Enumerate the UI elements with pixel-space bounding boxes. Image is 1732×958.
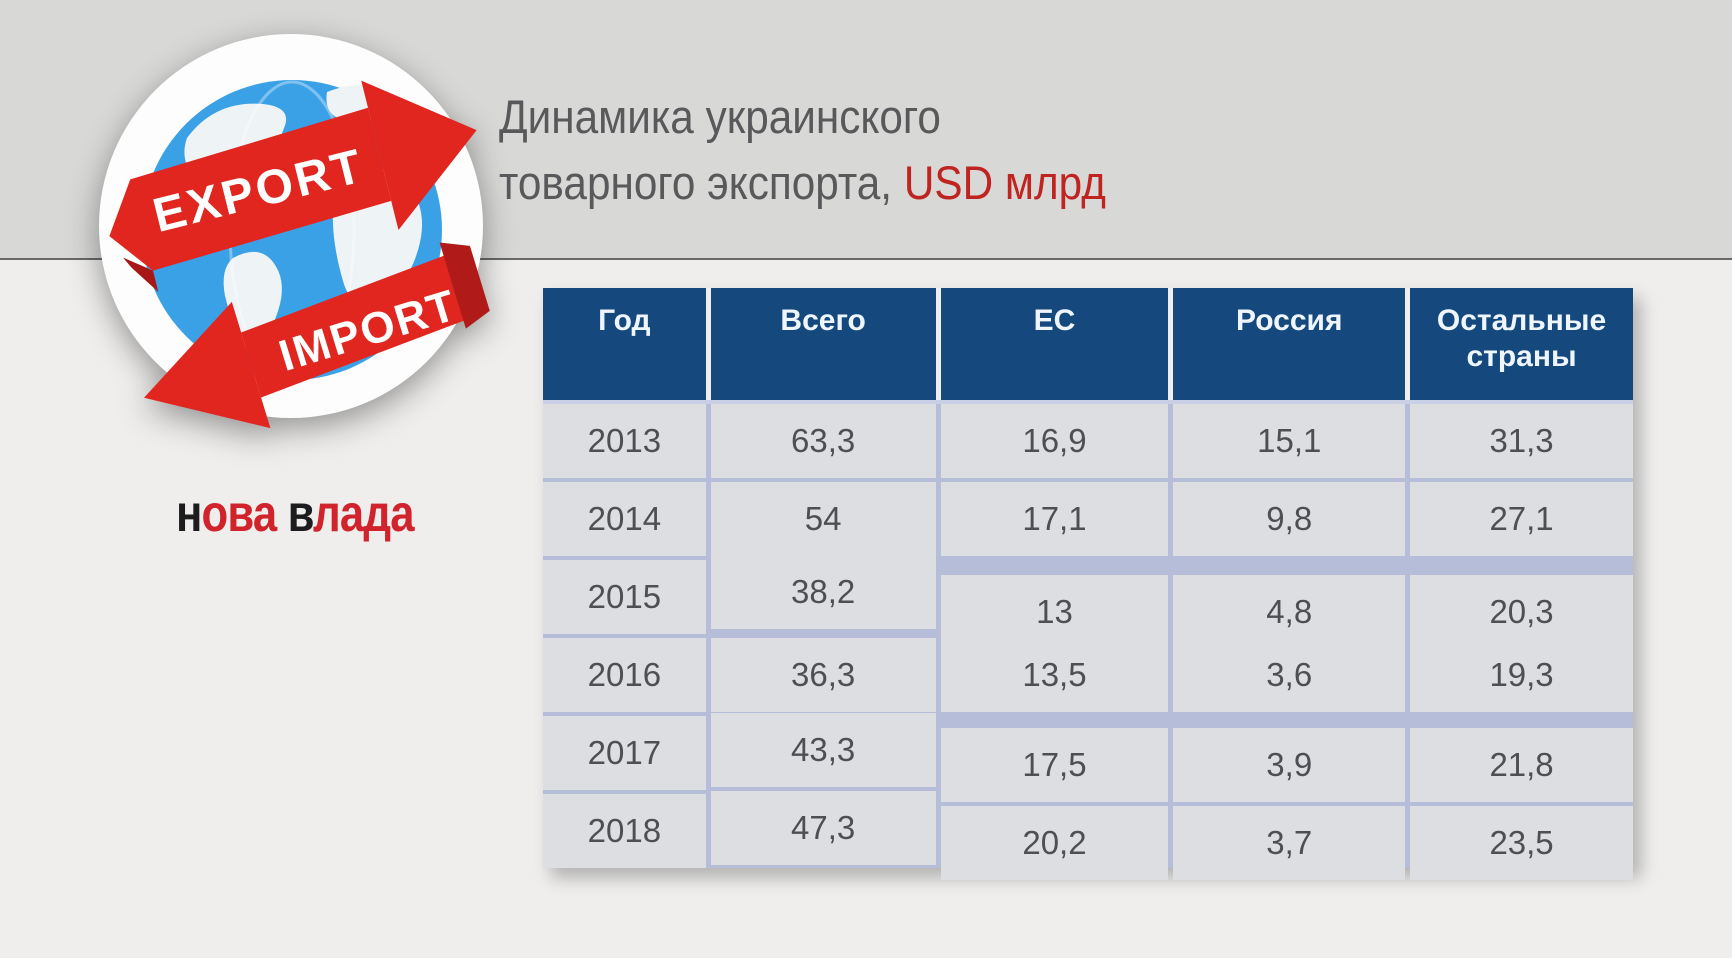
brand-part: в <box>287 485 314 543</box>
table-cell-value: 31,3 <box>1410 404 1633 478</box>
table-cell-value: 3,7 <box>1173 806 1406 880</box>
table-cell-year: 2017 <box>543 716 706 790</box>
table-cell-value: 63,3 <box>710 404 936 478</box>
table-cell-value: 16,9 <box>940 404 1169 478</box>
table-cell-year: 2015 <box>543 560 706 634</box>
table-cell-value: 38,2 <box>710 555 936 629</box>
table-body: 2013 63,3 16,9 15,1 31,3 2014 54 17,1 9,8 27,1 201… <box>543 400 1633 880</box>
table-cell-value: 21,8 <box>1410 728 1633 802</box>
brand-part: лада <box>313 485 415 543</box>
table-cell-value: 20,2 <box>940 806 1169 880</box>
table-cell-value: 47,3 <box>710 791 936 865</box>
column-header-3: Россия <box>1173 288 1406 400</box>
table-cell-value: 9,8 <box>1173 482 1406 556</box>
table-cell-value: 17,1 <box>940 482 1169 556</box>
table-cell-value: 19,3 <box>1410 638 1633 712</box>
column-header-2: ЕС <box>940 288 1169 400</box>
table-header-row: Год Всего ЕС Россия Остальные страны <box>543 288 1633 400</box>
export-arrow: EXPORT <box>109 80 477 292</box>
title-line-1: Динамика украинского <box>499 90 941 143</box>
table-cell-value: 3,9 <box>1173 728 1406 802</box>
table-cell-value: 23,5 <box>1410 806 1633 880</box>
table-cell-value: 54 <box>710 482 936 556</box>
table-cell-year: 2013 <box>543 404 706 478</box>
table-cell-year: 2014 <box>543 482 706 556</box>
table-cell-year: 2016 <box>543 638 706 712</box>
table-cell-value: 4,8 <box>1173 575 1406 649</box>
page-title: Динамика украинского товарного экспорта,… <box>499 84 1106 216</box>
table-cell-value: 20,3 <box>1410 575 1633 649</box>
brand-part: ова <box>201 485 278 543</box>
column-header-0: Год <box>543 288 706 400</box>
brand-part: н <box>176 485 202 543</box>
table-cell-value: 15,1 <box>1173 404 1406 478</box>
brand-logo-nova-vlada: нова влада <box>176 484 415 544</box>
table-cell-value: 17,5 <box>940 728 1169 802</box>
column-header-4: Остальные страны <box>1410 288 1633 400</box>
globe-icon: EXPORT IMPORT <box>99 34 490 429</box>
table-cell-value: 27,1 <box>1410 482 1633 556</box>
table-cell-year: 2018 <box>543 794 706 868</box>
table-cell-value: 3,6 <box>1173 638 1406 712</box>
table-cell-value: 43,3 <box>710 713 936 787</box>
title-line-2: товарного экспорта, USD млрд <box>499 156 1106 209</box>
table-cell-value: 13 <box>940 575 1169 649</box>
export-import-globe-logo: EXPORT IMPORT <box>95 30 490 429</box>
table-cell-value: 36,3 <box>710 638 936 712</box>
table-cell-value: 13,5 <box>940 638 1169 712</box>
title-unit-highlight: USD млрд <box>903 156 1106 209</box>
export-data-table: Год Всего ЕС Россия Остальные страны 2013 63,… <box>543 288 1633 880</box>
column-header-1: Всего <box>710 288 936 400</box>
divider-line <box>0 258 1732 260</box>
